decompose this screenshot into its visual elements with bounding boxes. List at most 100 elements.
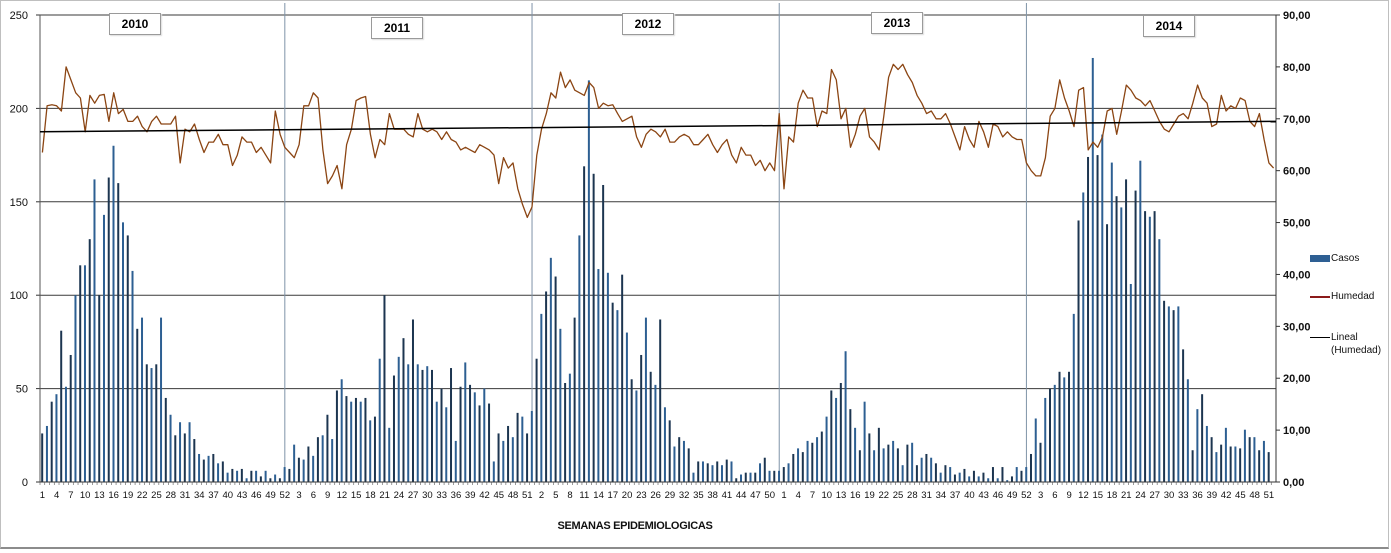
bar-casos bbox=[991, 467, 994, 482]
x-tick-label: 12 bbox=[1078, 490, 1089, 501]
bar-casos bbox=[193, 439, 196, 482]
bar-casos bbox=[977, 476, 980, 482]
year-label-2010: 2010 bbox=[109, 13, 161, 35]
bar-casos bbox=[816, 437, 819, 482]
y-tick-label-right: 0,00 bbox=[1283, 477, 1304, 489]
x-tick-label: 50 bbox=[764, 490, 775, 501]
bar-casos bbox=[635, 390, 638, 482]
x-tick-label: 29 bbox=[665, 490, 676, 501]
bar-casos bbox=[915, 465, 918, 482]
x-tick-label: 52 bbox=[1021, 490, 1032, 501]
bar-casos bbox=[754, 472, 757, 482]
bar-casos bbox=[682, 440, 685, 482]
x-tick-label: 21 bbox=[379, 490, 390, 501]
bar-casos bbox=[321, 435, 324, 482]
bar-casos bbox=[963, 468, 966, 482]
bar-casos bbox=[934, 463, 937, 482]
bar-casos bbox=[1063, 377, 1066, 482]
bar-casos bbox=[778, 470, 781, 482]
bar-casos bbox=[502, 440, 505, 482]
bar-casos bbox=[373, 416, 376, 482]
bar-casos bbox=[69, 354, 72, 482]
bar-casos bbox=[578, 235, 581, 482]
bar-casos bbox=[592, 173, 595, 482]
bar-casos bbox=[1139, 160, 1142, 483]
bar-casos bbox=[83, 265, 86, 482]
x-tick-label: 51 bbox=[522, 490, 533, 501]
x-tick-label: 19 bbox=[123, 490, 134, 501]
year-label-2012: 2012 bbox=[622, 13, 674, 35]
bar-casos bbox=[488, 403, 491, 482]
bar-casos bbox=[1044, 397, 1047, 482]
bar-casos bbox=[1058, 371, 1061, 482]
bar-casos bbox=[459, 386, 462, 482]
bar-casos bbox=[716, 461, 719, 482]
x-tick-label: 45 bbox=[493, 490, 504, 501]
bar-casos bbox=[740, 474, 743, 482]
x-tick-label: 47 bbox=[750, 490, 761, 501]
bar-casos bbox=[255, 470, 258, 482]
bar-casos bbox=[411, 319, 414, 482]
bar-casos bbox=[397, 356, 400, 482]
bar-casos bbox=[212, 453, 215, 482]
bar-casos bbox=[706, 463, 709, 482]
bar-casos bbox=[307, 446, 310, 482]
bar-casos bbox=[79, 265, 82, 482]
bar-casos bbox=[1082, 192, 1085, 482]
bar-casos bbox=[445, 407, 448, 482]
bar-casos bbox=[773, 470, 776, 482]
bar-casos bbox=[621, 274, 624, 482]
y-tick-label-left: 250 bbox=[10, 10, 28, 22]
bar-casos bbox=[297, 457, 300, 482]
y-tick-label-right: 80,00 bbox=[1283, 62, 1311, 74]
bar-casos bbox=[1020, 470, 1023, 482]
bar-casos bbox=[1129, 283, 1132, 482]
bar-casos bbox=[668, 420, 671, 482]
bar-casos bbox=[426, 366, 429, 482]
bar-casos bbox=[278, 478, 281, 482]
bar-casos bbox=[174, 435, 177, 482]
bar-casos bbox=[1201, 394, 1204, 482]
bar-casos bbox=[797, 448, 800, 482]
bar-casos bbox=[240, 468, 243, 482]
bar-casos bbox=[250, 470, 253, 482]
bar-casos bbox=[497, 433, 500, 482]
x-tick-label: 27 bbox=[408, 490, 419, 501]
bar-casos bbox=[944, 465, 947, 482]
x-tick-label: 40 bbox=[222, 490, 233, 501]
bar-casos bbox=[245, 478, 248, 482]
bar-casos bbox=[1220, 444, 1223, 482]
bar-casos bbox=[378, 358, 381, 482]
x-tick-label: 49 bbox=[1007, 490, 1018, 501]
bar-casos bbox=[483, 388, 486, 482]
bar-casos bbox=[611, 302, 614, 482]
x-tick-label: 11 bbox=[579, 490, 589, 501]
bar-casos bbox=[996, 478, 999, 482]
bar-casos bbox=[1210, 437, 1213, 482]
bar-casos bbox=[221, 461, 224, 482]
legend-label-humedad: Humedad bbox=[1331, 291, 1375, 302]
x-tick-label: 22 bbox=[137, 490, 148, 501]
bar-casos bbox=[126, 235, 129, 482]
bar-casos bbox=[735, 478, 738, 482]
bar-casos bbox=[41, 433, 44, 482]
bar-casos bbox=[383, 295, 386, 482]
legend-label-lineal-1: Lineal bbox=[1331, 332, 1358, 343]
year-label-2014: 2014 bbox=[1143, 15, 1195, 37]
x-tick-label: 44 bbox=[736, 490, 747, 501]
x-tick-label: 16 bbox=[850, 490, 861, 501]
bar-casos bbox=[787, 463, 790, 482]
bar-casos bbox=[164, 397, 167, 482]
bar-casos bbox=[782, 467, 785, 482]
x-tick-label: 7 bbox=[68, 490, 73, 501]
bar-casos bbox=[326, 414, 329, 482]
bar-casos bbox=[55, 394, 58, 482]
line-humedad bbox=[41, 63, 1275, 219]
bar-casos bbox=[231, 468, 234, 482]
x-tick-label: 25 bbox=[151, 490, 162, 501]
bar-casos bbox=[507, 425, 510, 482]
bar-casos bbox=[1115, 196, 1118, 483]
bar-casos bbox=[469, 384, 472, 482]
bar-casos bbox=[763, 457, 766, 482]
